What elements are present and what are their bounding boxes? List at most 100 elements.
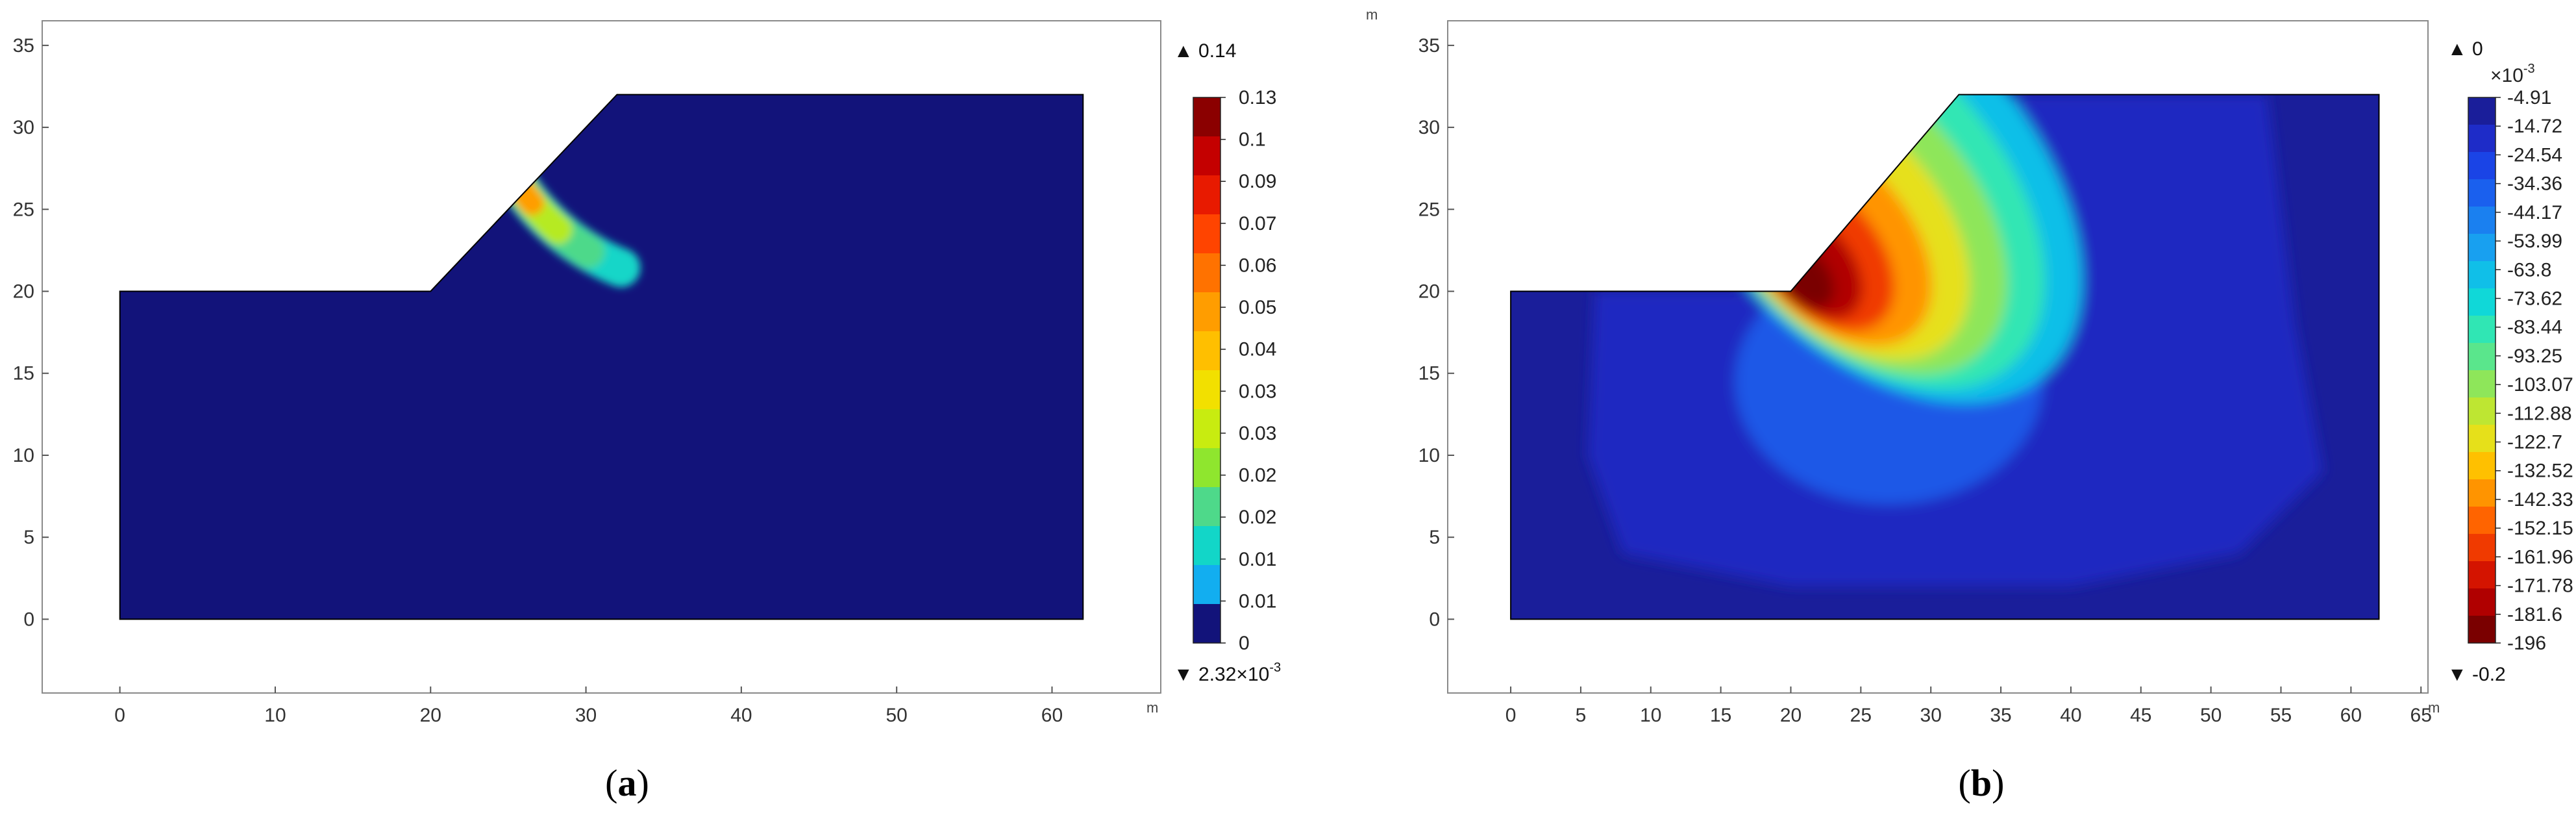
- panel-b-x-tick-label: 60: [2340, 705, 2362, 726]
- panel-b-colorbar-min: ▼ -0.2: [2447, 664, 2506, 685]
- panel-b-colorbar-label: -44.17: [2507, 202, 2562, 223]
- panel-b-colorbar-swatch: [2468, 507, 2496, 535]
- panel-a-y-tick-label: 30: [13, 117, 34, 138]
- panel-a-colorbar-label: 0.1: [1239, 129, 1266, 151]
- panel-a-y-tick-label: 15: [13, 363, 34, 384]
- panel-a-x-unit: m: [1146, 699, 1158, 716]
- panel-a-y-tick-label: 0: [23, 609, 34, 630]
- panel-b-colorbar-label: -83.44: [2507, 317, 2562, 338]
- panel-a-colorbar-swatch: [1193, 526, 1220, 566]
- panel-a-colorbar-label: 0.06: [1239, 255, 1276, 276]
- panel-a-y-tick-label: 35: [13, 35, 34, 57]
- panel-a-x-tick-label: 20: [420, 705, 441, 726]
- panel-a-colorbar-swatch: [1193, 292, 1220, 332]
- panel-b-y-tick-label: 20: [1418, 281, 1440, 303]
- panel-b-y-tick-label: 25: [1418, 199, 1440, 220]
- panel-a-colorbar-label: 0.01: [1239, 590, 1276, 612]
- panel-a-colorbar-swatch: [1193, 409, 1220, 449]
- panel-b-colorbar-label: -161.96: [2507, 546, 2573, 568]
- panel-b-x-tick-label: 35: [1990, 705, 2011, 726]
- panel-b-x-tick-label: 55: [2270, 705, 2292, 726]
- panel-b-colorbar-swatch: [2468, 616, 2496, 644]
- panel-b-colorbar: -4.91 -14.72 -24.54 -34.36 -44.17 -53.99 -63.8…: [2468, 87, 2573, 654]
- panel-b: 0 5 10 15 20 25 30 35 40 45 50 55 60 65 0 5 10 15 20 25 30 35…: [1366, 6, 2573, 804]
- panel-b-colorbar-label: -34.36: [2507, 173, 2562, 195]
- panel-b-colorbar-label: -112.88: [2507, 403, 2572, 424]
- panel-b-colorbar-swatch: [2468, 234, 2496, 262]
- panel-a-x-tick-label: 60: [1041, 705, 1063, 726]
- panel-b-colorbar-swatch: [2468, 425, 2496, 453]
- panel-a-colorbar-swatch: [1193, 175, 1220, 215]
- panel-a-colorbar-swatch: [1193, 136, 1220, 176]
- panel-b-colorbar-swatch: [2468, 316, 2496, 344]
- panel-b-x-tick-label: 50: [2200, 705, 2222, 726]
- panel-b-colorbar-swatch: [2468, 534, 2496, 562]
- panel-a-colorbar-max: ▲ 0.14: [1174, 40, 1236, 62]
- panel-a-colorbar-label: 0.01: [1239, 549, 1276, 570]
- panel-a-x-tick-label: 0: [114, 705, 125, 726]
- panel-b-y-tick-label: 10: [1418, 445, 1440, 466]
- panel-b-y-tick-label: 0: [1429, 609, 1440, 630]
- panel-a-colorbar-label: 0: [1239, 633, 1250, 654]
- panel-b-colorbar-swatch: [2468, 479, 2496, 507]
- panel-a-colorbar-swatch: [1193, 214, 1220, 254]
- panel-a-colorbar-swatch: [1193, 487, 1220, 527]
- panel-b-colorbar-swatch: [2468, 261, 2496, 289]
- panel-b-x-tick-label: 40: [2060, 705, 2081, 726]
- panel-b-colorbar-label: -181.6: [2507, 604, 2562, 625]
- panel-b-colorbar-swatch: [2468, 343, 2496, 371]
- panel-b-domain-outline: [1510, 94, 2380, 620]
- panel-b-colorbar-swatch: [2468, 370, 2496, 398]
- panel-a-y-tick-label: 20: [13, 281, 34, 303]
- panel-a-y-tick-label: 25: [13, 199, 34, 220]
- panel-b-colorbar-swatch: [2468, 179, 2496, 207]
- panel-a-colorbar-swatch: [1193, 97, 1220, 137]
- panel-a-x-tick-label: 50: [886, 705, 907, 726]
- panel-b-x-tick-label: 5: [1576, 705, 1587, 726]
- panel-b-x-tick-label: 20: [1780, 705, 1802, 726]
- panel-a-colorbar-min: ▼ 2.32×10-3: [1174, 661, 1281, 685]
- panel-b-colorbar-label: -73.62: [2507, 288, 2562, 309]
- panel-a-x-tick-label: 40: [730, 705, 752, 726]
- panel-a-colorbar: 0.13 0.1 0.09 0.07 0.06 0.05 0.04 0.03 0.03 0.02 0…: [1193, 87, 1276, 654]
- panel-a-colorbar-swatch: [1193, 253, 1220, 293]
- panel-a-colorbar-swatch: [1193, 565, 1220, 605]
- panel-b-colorbar-label: -152.15: [2507, 518, 2573, 539]
- panel-b-x-tick-label: 0: [1505, 705, 1517, 726]
- panel-b-colorbar-swatch: [2468, 97, 2496, 125]
- panel-b-y-unit: m: [1366, 6, 1378, 23]
- panel-b-colorbar-border: [2468, 97, 2496, 644]
- panel-b-colorbar-scale: ×10-3: [2490, 62, 2535, 86]
- panel-a-background-field: [119, 94, 1084, 620]
- panel-a-y-tick-label: 10: [13, 445, 34, 466]
- panel-a-colorbar-label: 0.05: [1239, 297, 1276, 318]
- panel-b-colorbar-label: -132.52: [2507, 460, 2573, 482]
- panel-b-x-unit: m: [2428, 699, 2440, 716]
- panel-b-colorbar-swatch: [2468, 207, 2496, 234]
- panel-b-colorbar-label: -24.54: [2507, 144, 2562, 166]
- panel-b-colorbar-max: ▲ 0: [2447, 38, 2483, 60]
- panel-b-colorbar-label: -63.8: [2507, 259, 2551, 281]
- panel-a-x-tick-label: 30: [575, 705, 597, 726]
- panel-b-y-tick-label: 30: [1418, 117, 1440, 138]
- panel-b-colorbar-label: -4.91: [2507, 87, 2551, 108]
- panel-a-colorbar-label: 0.03: [1239, 381, 1276, 402]
- panel-a-domain-outline: [119, 94, 1084, 620]
- panel-b-colorbar-swatch: [2468, 452, 2496, 480]
- panel-b-ticks: 0 5 10 15 20 25 30 35 40 45 50 55 60 65 0 5 10 15 20 25 30 35: [1418, 35, 2432, 726]
- panel-b-colorbar-swatch: [2468, 561, 2496, 589]
- panel-a-colorbar-label: 0.09: [1239, 171, 1276, 192]
- panel-b-colorbar-swatch: [2468, 588, 2496, 616]
- panel-b-y-tick-label: 15: [1418, 363, 1440, 384]
- panel-b-y-tick-label: 5: [1429, 527, 1440, 548]
- panel-b-colorbar-label: -196: [2507, 633, 2546, 654]
- panel-a-colorbar-swatch: [1193, 370, 1220, 410]
- panel-b-colorbar-label: -93.25: [2507, 346, 2562, 367]
- panel-a-colorbar-label: 0.02: [1239, 465, 1276, 486]
- panel-b-caption: (b): [1959, 762, 2005, 804]
- panel-b-x-tick-label: 15: [1710, 705, 1731, 726]
- panel-a-caption: (a): [605, 762, 649, 804]
- panel-b-colorbar-label: -14.72: [2507, 116, 2562, 137]
- panel-b-colorbar-swatch: [2468, 397, 2496, 425]
